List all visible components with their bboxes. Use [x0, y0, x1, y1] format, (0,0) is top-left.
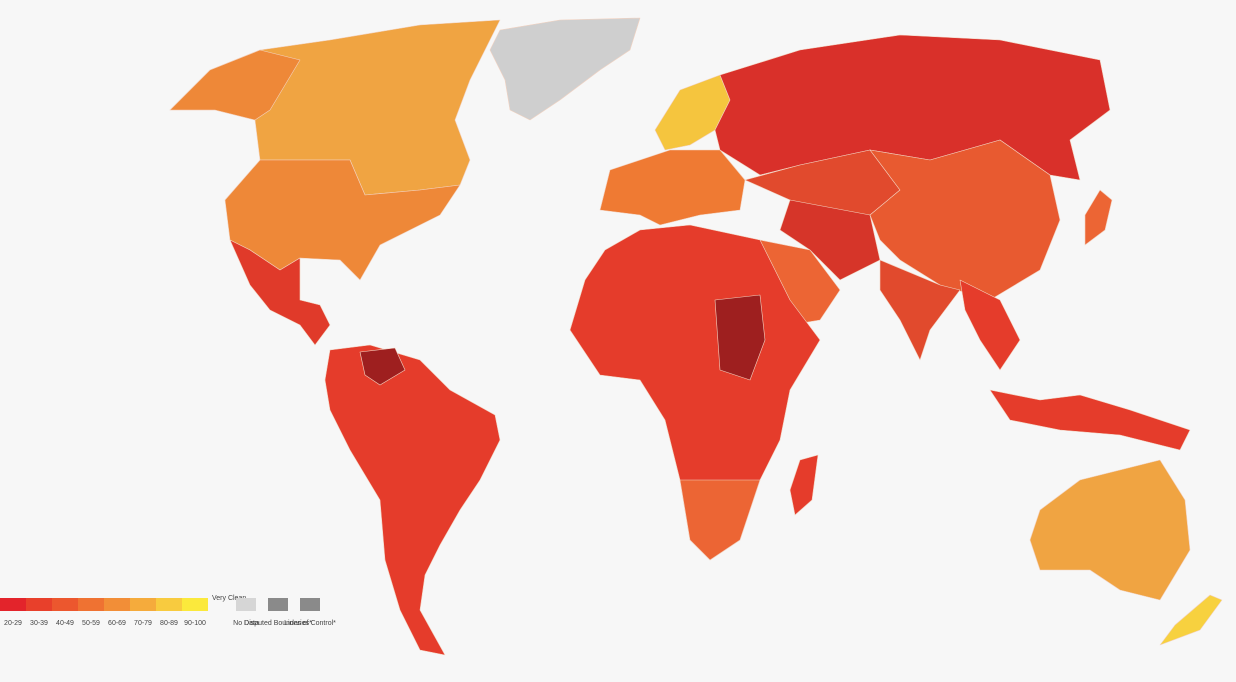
- mexico: [229, 239, 331, 346]
- southeast-asia: [959, 279, 1021, 371]
- sudan: [714, 294, 766, 381]
- madagascar: [789, 454, 819, 516]
- legend-extra-label: Disputed Boundaries*: [244, 620, 312, 627]
- legend-end-label: Very Clean: [212, 595, 246, 602]
- legend-label: 30-39: [30, 620, 48, 627]
- venezuela: [359, 347, 406, 386]
- australia: [1029, 459, 1191, 601]
- legend-label: 80-89: [160, 620, 178, 627]
- legend-swatch: [130, 598, 156, 611]
- legend-extra-label: No Data: [233, 620, 259, 627]
- legend-swatch: [26, 598, 52, 611]
- legend-extra-swatch: [268, 598, 288, 611]
- legend: 20-29 30-39 40-49 50-59 60-69 70-79 80-89 90-10…: [0, 595, 336, 627]
- legend-swatch: [156, 598, 182, 611]
- legend-label: 50-59: [82, 620, 100, 627]
- continents: [169, 17, 1223, 656]
- legend-label: 90-100: [184, 620, 206, 627]
- legend-label: 20-29: [4, 620, 22, 627]
- legend-extra-swatch: [236, 598, 256, 611]
- india: [879, 259, 961, 361]
- indonesia: [989, 389, 1191, 451]
- japan: [1084, 189, 1113, 246]
- new-zealand: [1159, 594, 1223, 646]
- legend-swatch: [0, 598, 26, 611]
- legend-swatch: [104, 598, 130, 611]
- legend-swatch: [78, 598, 104, 611]
- south-america: [324, 344, 501, 656]
- alaska: [169, 49, 301, 121]
- legend-label: 40-49: [56, 620, 74, 627]
- legend-extra-swatch: [300, 598, 320, 611]
- southern-africa: [679, 479, 761, 561]
- legend-label: 60-69: [108, 620, 126, 627]
- legend-swatch: [52, 598, 78, 611]
- greenland: [489, 17, 641, 121]
- legend-label: 70-79: [134, 620, 152, 627]
- legend-extra-label: Lines of Control*: [284, 620, 336, 627]
- legend-swatch: [182, 598, 208, 611]
